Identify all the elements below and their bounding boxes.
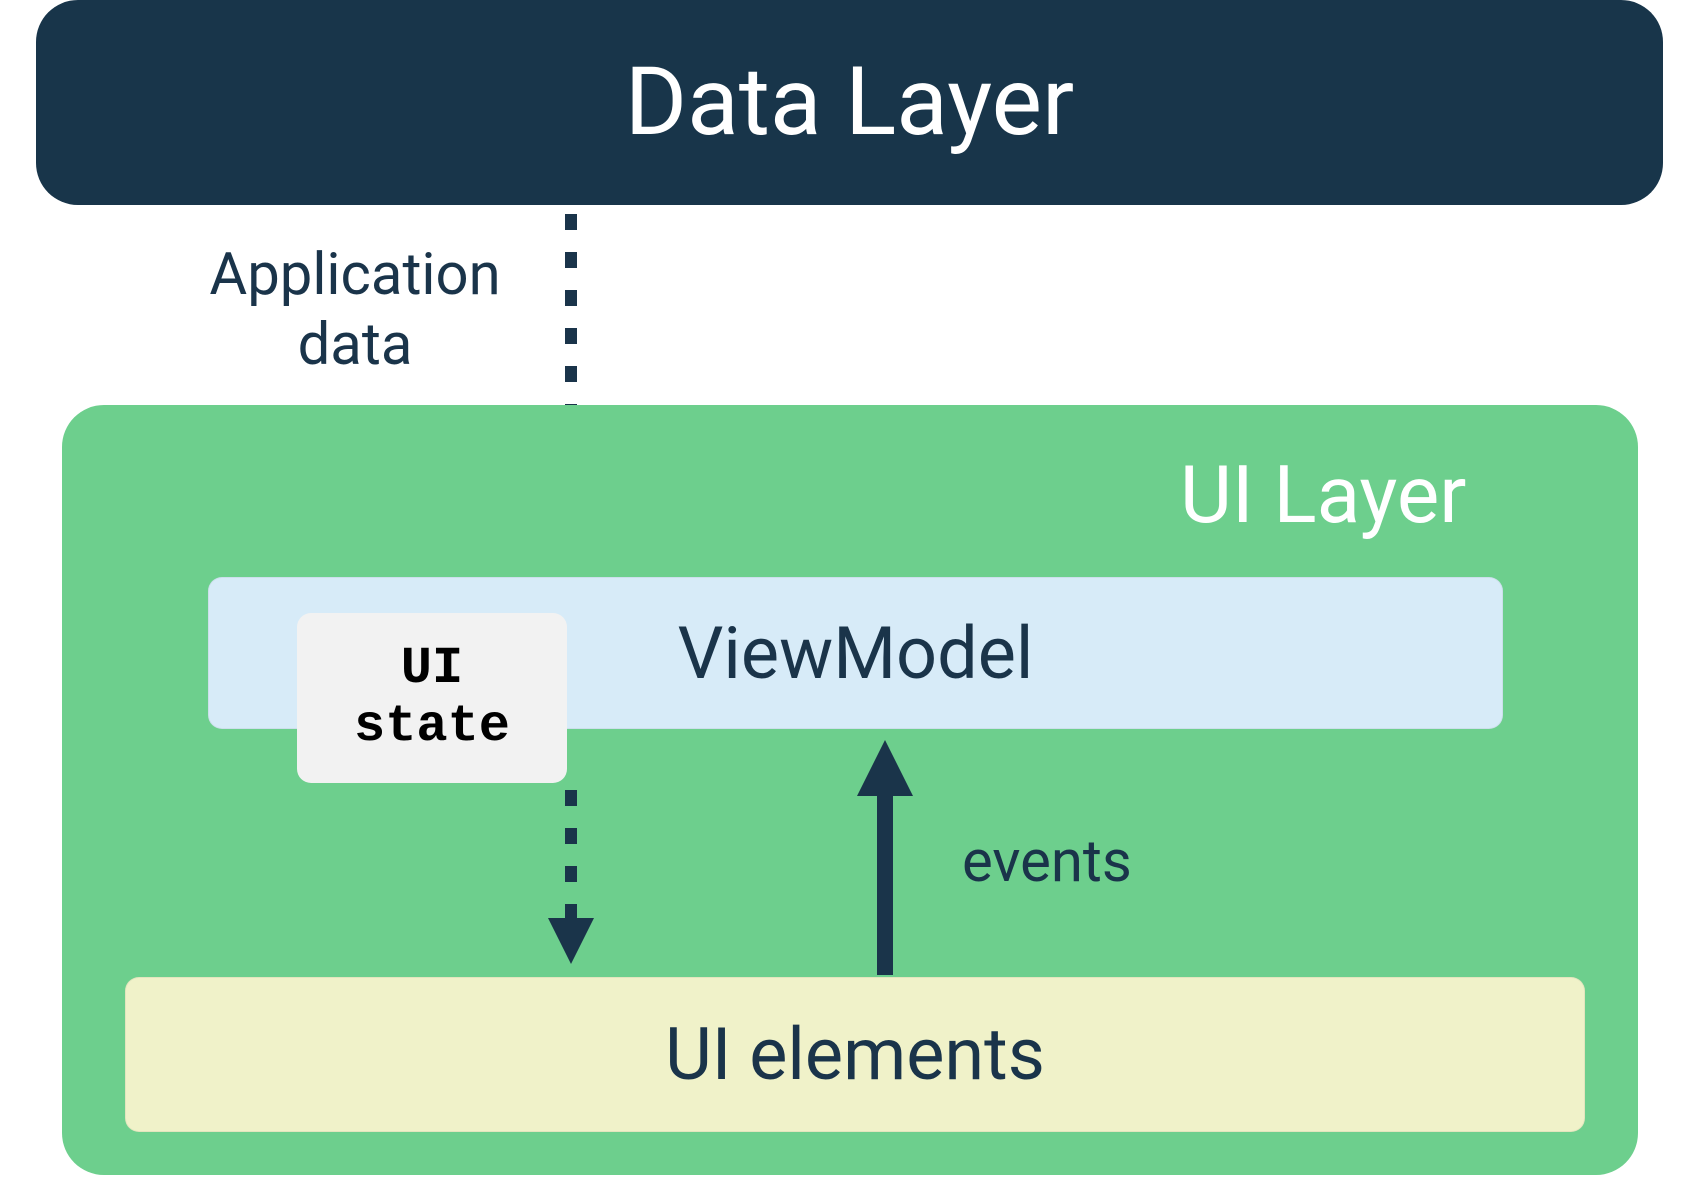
- ui-state-box: UI state: [297, 613, 567, 783]
- ui-elements-box: UI elements: [125, 977, 1585, 1132]
- arrow-state-down: [548, 790, 594, 990]
- viewmodel-label: ViewModel: [678, 611, 1034, 696]
- application-data-line1: Application: [195, 240, 515, 310]
- application-data-label: Application data: [195, 240, 515, 380]
- ui-state-line1: UI: [401, 640, 463, 698]
- data-layer-label: Data Layer: [625, 47, 1074, 158]
- arrow-events-up: [857, 740, 913, 975]
- ui-state-line2: state: [354, 698, 510, 756]
- application-data-line2: data: [195, 310, 515, 380]
- events-label: events: [962, 828, 1132, 896]
- ui-layer-label: UI Layer: [1180, 448, 1466, 542]
- data-layer-box: Data Layer: [36, 0, 1663, 205]
- ui-elements-label: UI elements: [665, 1012, 1045, 1097]
